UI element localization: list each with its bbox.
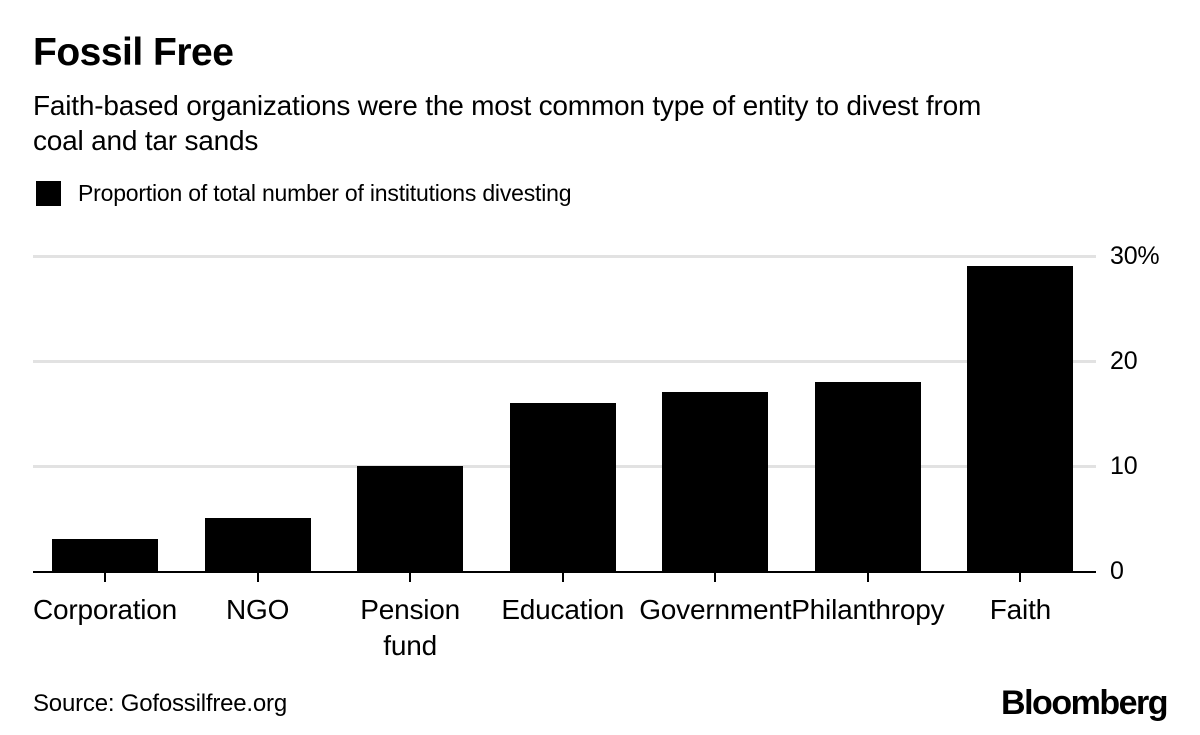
x-tick-government bbox=[714, 573, 717, 582]
legend: Proportion of total number of institutio… bbox=[36, 180, 572, 207]
x-tick-faith bbox=[1019, 573, 1022, 582]
x-tick-ngo bbox=[256, 573, 259, 582]
bar-ngo bbox=[204, 518, 311, 571]
bar-faith bbox=[967, 266, 1074, 571]
gridline-30 bbox=[33, 255, 1096, 258]
legend-swatch-icon bbox=[36, 181, 61, 206]
x-label-philanthropy: Philanthropy bbox=[791, 594, 945, 625]
chart-subtitle-line1: Faith-based organizations were the most … bbox=[33, 90, 982, 121]
x-label-government: Government bbox=[639, 594, 792, 625]
x-label-ngo: NGO bbox=[225, 594, 290, 625]
bar-pension-fund bbox=[357, 466, 464, 571]
bloomberg-logo: Bloomberg bbox=[1001, 684, 1168, 722]
x-label-pension-fund: Pension fund bbox=[360, 594, 461, 661]
chart-subtitle-line2: coal and tar sands bbox=[33, 125, 259, 156]
chart-subtitle: Faith-based organizations were the most … bbox=[33, 88, 981, 158]
y-tick-label-10: 10 bbox=[1110, 452, 1138, 480]
x-label-education: Education bbox=[501, 594, 625, 625]
y-tick-label-30: 30% bbox=[1110, 242, 1160, 270]
bar-corporation bbox=[52, 539, 158, 571]
chart-title: Fossil Free bbox=[33, 31, 234, 74]
legend-label: Proportion of total number of institutio… bbox=[78, 180, 572, 206]
x-label-faith: Faith bbox=[989, 594, 1052, 625]
bar-education bbox=[509, 403, 616, 571]
plot-area bbox=[33, 235, 1096, 573]
x-tick-education bbox=[561, 573, 564, 582]
x-tick-corporation bbox=[104, 573, 106, 582]
x-tick-philanthropy bbox=[866, 573, 869, 582]
x-label-corporation: Corporation bbox=[32, 594, 178, 625]
y-tick-label-20: 20 bbox=[1110, 347, 1138, 375]
x-tick-pension-fund bbox=[409, 573, 412, 582]
y-tick-label-0: 0 bbox=[1110, 557, 1124, 585]
bar-philanthropy bbox=[814, 382, 921, 571]
gridline-20 bbox=[33, 360, 1096, 363]
bar-government bbox=[662, 392, 769, 571]
source-note: Source: Gofossilfree.org bbox=[33, 690, 287, 717]
